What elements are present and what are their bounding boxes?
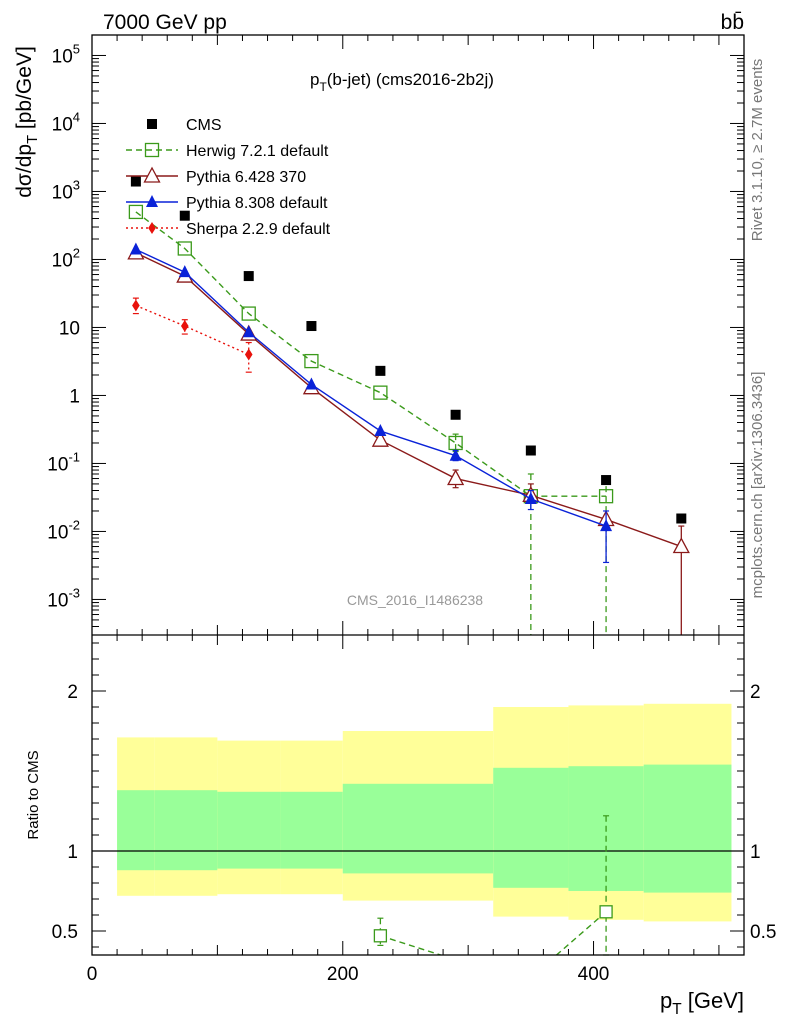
ratio-tick-label-left: 2 <box>67 682 78 703</box>
data-point <box>130 176 141 187</box>
data-point <box>244 348 253 361</box>
legend-marker <box>148 222 156 234</box>
green-band <box>217 791 281 869</box>
data-point <box>672 537 690 554</box>
legend-label: CMS <box>186 117 222 134</box>
data-point <box>306 321 317 332</box>
data-point <box>128 204 144 220</box>
green-band <box>418 783 494 874</box>
legend-item: Sherpa 2.2.9 default <box>126 221 331 238</box>
ratio-line <box>380 911 607 955</box>
y-tick-label: 10-3 <box>47 585 80 611</box>
data-point <box>447 469 465 486</box>
green-band <box>342 783 418 874</box>
x-axis-label: pT [GeV] <box>660 988 744 1018</box>
series-line <box>135 248 607 527</box>
legend-item: Herwig 7.2.1 default <box>126 142 329 160</box>
rivet-label: Rivet 3.1.10, ≥ 2.7M events <box>749 59 766 242</box>
data-point <box>243 271 254 282</box>
data-point <box>600 519 613 532</box>
series-sherpa-2-2-9-default <box>132 297 253 373</box>
legend-label: Sherpa 2.2.9 default <box>186 221 331 238</box>
ratio-tick-label-left: 1 <box>67 842 78 863</box>
ratio-bands <box>92 703 744 922</box>
ratio-tick-label-right: 2 <box>750 682 761 703</box>
process-label: bb̄ <box>721 11 744 34</box>
data-point <box>676 513 687 524</box>
y-tick-label: 10-1 <box>47 449 80 475</box>
ticks <box>91 34 745 955</box>
data-point <box>374 424 387 437</box>
watermark: CMS_2016_I1486238 <box>347 592 483 608</box>
data-point <box>242 325 255 338</box>
data-point <box>450 409 461 420</box>
mcplots-label: mcplots.cern.ch [arXiv:1306.3436] <box>749 372 766 599</box>
y-tick-label: 102 <box>52 245 80 271</box>
data-point <box>180 320 189 333</box>
data-point <box>304 353 319 369</box>
x-tick-label: 0 <box>87 964 98 985</box>
ratio-tick-label-right: 1 <box>750 842 761 863</box>
legend-label: Herwig 7.2.1 default <box>186 143 329 160</box>
data-point <box>132 299 140 312</box>
ratio-point <box>373 929 388 943</box>
data-point <box>305 377 318 390</box>
legend-item: Pythia 8.308 default <box>126 195 328 212</box>
data-point <box>178 265 191 278</box>
green-band <box>280 791 343 869</box>
series-line <box>135 211 607 497</box>
legend-label: Pythia 8.308 default <box>186 195 328 212</box>
data-point <box>449 448 462 461</box>
data-point <box>373 385 388 400</box>
series-pythia-8-308-default <box>129 242 613 564</box>
y-tick-label: 1 <box>69 386 80 407</box>
x-tick-label: 400 <box>578 964 610 985</box>
legend-item: Pythia 6.428 370 <box>126 166 306 186</box>
green-band <box>493 767 569 888</box>
data-point <box>371 430 389 447</box>
energy-label: 7000 GeV pp <box>103 11 227 34</box>
legend: CMS Herwig 7.2.1 default Pythia 6.428 370 P… <box>126 117 331 238</box>
data-point <box>525 445 536 456</box>
data-point <box>598 489 614 504</box>
y-tick-label: 105 <box>52 41 80 67</box>
series-line <box>135 304 250 356</box>
data-point <box>375 365 386 376</box>
series-herwig-7-2-1-default <box>128 204 614 635</box>
data-point <box>179 210 190 221</box>
y-axis-label: dσ/dpT [pb/GeV] <box>13 46 41 198</box>
ratio-series <box>373 815 613 956</box>
y-tick-label: 104 <box>52 109 80 135</box>
ratio-tick-label-left: 0.5 <box>52 922 78 943</box>
chart-title: pT(b-jet) (cms2016-2b2j) <box>310 70 494 94</box>
data-point <box>129 242 142 255</box>
series-cms <box>130 176 687 524</box>
data-point <box>524 492 537 505</box>
legend-marker <box>146 195 158 207</box>
legend-label: Pythia 6.428 370 <box>186 169 306 186</box>
y-tick-label: 10 <box>59 318 80 339</box>
green-band <box>117 790 155 871</box>
data-point <box>177 241 192 256</box>
legend-marker <box>143 166 161 183</box>
data-point <box>241 306 256 321</box>
ratio-axis-label: Ratio to CMS <box>25 750 42 839</box>
data-point <box>601 475 612 486</box>
x-tick-label: 200 <box>327 964 359 985</box>
legend-marker <box>144 142 160 158</box>
legend-marker <box>147 119 157 129</box>
green-band <box>154 790 218 871</box>
main-series <box>127 176 690 635</box>
green-band <box>643 764 732 893</box>
legend-item: CMS <box>147 117 222 134</box>
ratio-point <box>599 905 613 919</box>
y-tick-label: 103 <box>52 177 80 203</box>
ratio-tick-label-right: 0.5 <box>750 922 776 943</box>
y-tick-label: 10-2 <box>47 517 80 543</box>
